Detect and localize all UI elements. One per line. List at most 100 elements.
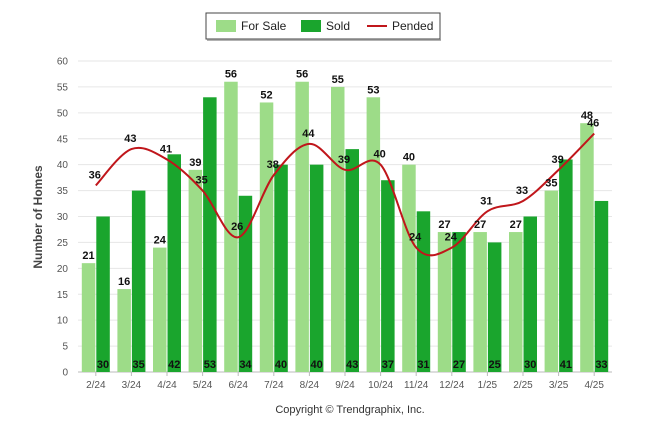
sold-value-label: 34 [239,359,252,371]
legend-label: Sold [326,19,350,33]
bar-for-sale [224,81,238,372]
pended-value-label: 39 [338,154,350,166]
legend-label: For Sale [241,19,287,33]
x-tick-label: 3/24 [122,380,142,391]
y-tick-label: 35 [57,186,69,197]
bar-sold [167,154,181,372]
y-tick-label: 60 [57,57,69,68]
bar-for-sale [117,289,131,372]
legend-item[interactable]: For Sale [216,19,287,33]
x-tick-label: 4/24 [157,380,177,391]
y-tick-label: 45 [57,134,69,145]
bar-for-sale [473,232,487,372]
legend-item[interactable]: Sold [301,19,350,33]
sold-value-label: 27 [453,359,465,371]
x-tick-label: 9/24 [335,380,355,391]
y-axis-title: Number of Homes [31,165,45,269]
x-tick-label: 7/24 [264,380,284,391]
copyright-footer: Copyright © Trendgraphix, Inc. [275,404,424,416]
x-tick-label: 10/24 [368,380,393,391]
y-tick-label: 10 [57,316,69,327]
for-sale-value-label: 55 [332,74,344,86]
sold-value-label: 40 [275,359,287,371]
bar-sold [96,216,110,372]
bar-for-sale [259,102,274,372]
y-tick-label: 50 [57,108,69,119]
x-tick-label: 6/24 [228,380,248,391]
legend-swatch [216,20,236,32]
bar-sold [238,195,253,372]
for-sale-value-label: 27 [474,219,486,231]
x-axis: 2/24 3/24 4/24 5/24 6/24 7/24 8/24 9/24 10/24 11/… [86,372,604,391]
sold-value-label: 43 [346,359,358,371]
bar-for-sale [580,123,594,372]
pended-value-label: 38 [267,159,279,171]
x-tick-label: 2/24 [86,380,106,391]
pended-value-label: 33 [516,185,528,197]
bar-sold [131,190,146,372]
pended-value-label: 46 [587,118,599,130]
pended-series-line [95,132,595,257]
sold-value-label: 53 [204,359,216,371]
legend[interactable]: For Sale Sold Pended [205,12,441,41]
bars [81,81,609,373]
pended-value-label: 35 [195,175,207,187]
bar-sold [274,164,288,372]
bar-for-sale [81,263,96,372]
x-tick-label: 5/24 [193,380,213,391]
x-tick-label: 1/25 [478,380,498,391]
legend-swatch [301,20,321,32]
for-sale-value-label: 21 [82,250,94,262]
sold-value-label: 30 [97,359,109,371]
bar-for-sale [402,164,416,372]
sold-value-label: 40 [311,359,323,371]
bar-sold [523,216,537,372]
for-sale-value-label: 53 [367,84,379,96]
pended-value-label: 43 [124,133,136,145]
bar-for-sale [544,190,559,372]
y-tick-label: 30 [57,212,69,223]
pended-value-label: 36 [89,169,101,181]
x-tick-label: 4/25 [584,380,604,391]
for-sale-value-label: 27 [438,219,450,231]
y-axis: 0 5 10 15 20 25 30 35 40 45 50 55 60 [57,57,69,379]
bar-for-sale [188,169,203,372]
legend-item[interactable]: Pended [367,19,433,33]
bar-sold [594,200,609,372]
bar-sold [309,164,324,372]
bar-sold [381,180,395,372]
y-tick-label: 25 [57,238,69,249]
pended-value-label: 44 [302,128,315,140]
y-tick-label: 40 [57,160,69,171]
x-tick-label: 8/24 [300,380,320,391]
for-sale-value-label: 48 [581,110,593,122]
sold-value-label: 31 [417,359,429,371]
legend-box [205,12,441,40]
bar-sold [559,159,573,372]
sold-value-label: 35 [133,359,145,371]
data-labels: 21 30 16 35 24 42 39 53 56 34 52 40 56 40 55 43 53 37 40 31… [82,69,607,371]
y-tick-label: 20 [57,264,69,275]
bar-for-sale [331,86,345,373]
x-tick-label: 12/24 [439,380,464,391]
y-tick-label: 55 [57,82,69,93]
for-sale-value-label: 56 [296,69,308,81]
sold-value-label: 30 [524,359,536,371]
bar-for-sale [153,247,167,372]
for-sale-value-label: 52 [260,89,272,101]
pended-value-label: 40 [373,149,385,161]
for-sale-value-label: 40 [403,152,415,164]
bar-sold [487,242,502,372]
sold-value-label: 25 [489,359,501,371]
bar-for-sale [366,97,381,373]
x-tick-label: 2/25 [513,380,533,391]
bar-for-sale [509,232,523,372]
bar-sold [452,232,466,372]
legend-label: Pended [392,19,433,33]
sold-value-label: 42 [168,359,180,371]
for-sale-value-label: 27 [510,219,522,231]
y-tick-label: 15 [57,290,69,301]
for-sale-value-label: 35 [545,178,557,190]
for-sale-value-label: 16 [118,276,130,288]
